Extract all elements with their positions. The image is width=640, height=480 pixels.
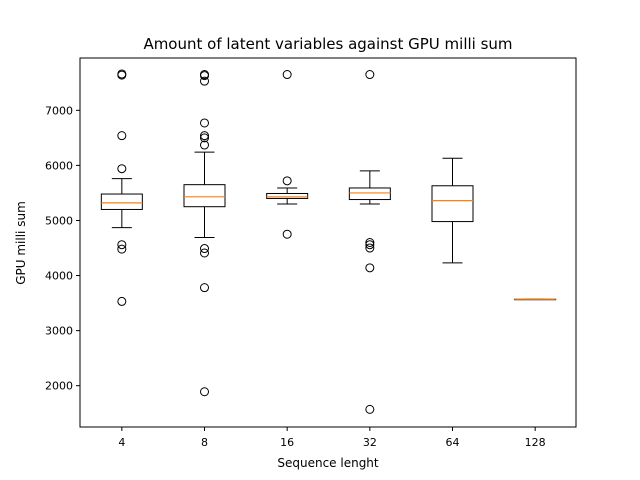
outlier-point: [200, 283, 209, 293]
outlier-point: [365, 240, 375, 250]
outlier-point: [200, 118, 209, 128]
outlier-point: [200, 76, 209, 86]
box-iqr: [266, 192, 309, 199]
box-iqr: [348, 187, 391, 201]
axes-frame: [79, 57, 577, 428]
box-iqr: [100, 193, 143, 210]
outlier-point: [200, 133, 209, 143]
y-tick-label: 2000: [45, 380, 73, 393]
x-tick-label: 4: [118, 436, 125, 449]
outlier-point: [117, 131, 127, 141]
outlier-point: [365, 263, 375, 273]
outlier-point: [200, 248, 209, 258]
outlier-point: [365, 404, 375, 414]
y-tick-label: 7000: [45, 104, 73, 117]
outlier-point: [282, 176, 292, 186]
outlier-point: [117, 240, 127, 250]
x-tick-label: 16: [280, 436, 294, 449]
outlier-point: [200, 131, 209, 141]
y-tick-label: 3000: [45, 325, 73, 338]
outlier-point: [200, 140, 209, 150]
x-tick-label: 8: [201, 436, 208, 449]
outlier-point: [200, 71, 209, 81]
y-axis-label: GPU milli sum: [14, 201, 28, 285]
plot-area: 2000 3000 4000 5000 6000 7000 4 8 16 32 64 128: [45, 69, 557, 449]
y-tick-label: 5000: [45, 214, 73, 227]
y-tick-label: 6000: [45, 159, 73, 172]
outlier-point: [282, 70, 292, 80]
outlier-point: [117, 244, 127, 254]
outlier-point: [200, 244, 209, 254]
x-tick-label: 64: [446, 436, 460, 449]
x-tick-label: 32: [363, 436, 377, 449]
outlier-point: [117, 296, 127, 306]
outlier-point: [365, 238, 375, 247]
outlier-point: [365, 243, 375, 253]
x-axis-label: Sequence lenght: [277, 456, 379, 470]
box-iqr: [183, 184, 226, 208]
outlier-point: [117, 70, 127, 80]
y-tick-label: 4000: [45, 270, 73, 283]
outlier-point: [365, 70, 375, 80]
chart-title: Amount of latent variables against GPU m…: [143, 35, 512, 53]
x-tick-label: 128: [525, 436, 546, 449]
outlier-point: [117, 164, 127, 174]
outlier-point: [282, 229, 292, 239]
box-iqr: [431, 185, 474, 223]
outlier-point: [200, 387, 209, 397]
